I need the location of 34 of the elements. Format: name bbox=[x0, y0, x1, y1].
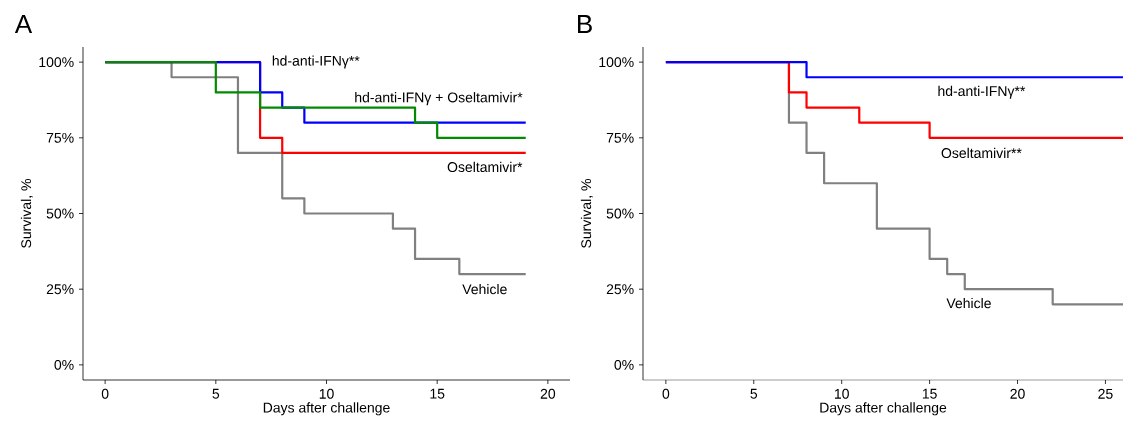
chart-title: B bbox=[578, 15, 592, 33]
y-tick-label: 0% bbox=[54, 359, 74, 370]
y-tick-label: 25% bbox=[46, 284, 74, 295]
x-tick-label: 0 bbox=[101, 388, 109, 399]
x-tick-label: 0 bbox=[662, 388, 670, 399]
x-tick-label: 20 bbox=[1010, 388, 1025, 399]
x-tick-label: 15 bbox=[430, 388, 445, 399]
series-label: Oseltamivir* bbox=[447, 161, 523, 173]
chart-title: A bbox=[14, 15, 33, 33]
x-tick-label: 15 bbox=[922, 388, 937, 399]
x-tick-label: 5 bbox=[212, 388, 220, 399]
x-axis-title: Days after challenge bbox=[263, 402, 390, 416]
x-tick-label: 20 bbox=[540, 388, 556, 399]
x-tick-label: 25 bbox=[1098, 388, 1113, 399]
y-tick-label: 50% bbox=[46, 208, 74, 219]
series-label: Oseltamivir** bbox=[941, 147, 1022, 159]
x-tick-label: 10 bbox=[319, 388, 334, 399]
y-tick-label: 50% bbox=[606, 208, 634, 219]
series-label: hd-anti-IFNγ** bbox=[272, 55, 360, 69]
y-tick-label: 75% bbox=[606, 132, 634, 143]
y-tick-label: 100% bbox=[599, 57, 634, 68]
series-label: hd-anti-IFNγ + Oseltamivir* bbox=[355, 92, 523, 106]
y-tick-label: 75% bbox=[46, 132, 74, 143]
x-axis-title: Days after challenge bbox=[820, 402, 947, 416]
series-label: Vehicle bbox=[946, 297, 991, 309]
y-axis-title: Survival, % bbox=[20, 179, 33, 248]
x-tick-label: 5 bbox=[750, 388, 758, 399]
y-tick-label: 0% bbox=[614, 359, 634, 370]
y-axis-title: Survival, % bbox=[580, 179, 593, 248]
series-label: Vehicle bbox=[462, 283, 507, 295]
y-tick-label: 100% bbox=[39, 57, 74, 68]
y-tick-label: 25% bbox=[606, 284, 634, 295]
x-tick-label: 10 bbox=[834, 388, 849, 399]
series-label: hd-anti-IFNγ** bbox=[938, 85, 1026, 99]
